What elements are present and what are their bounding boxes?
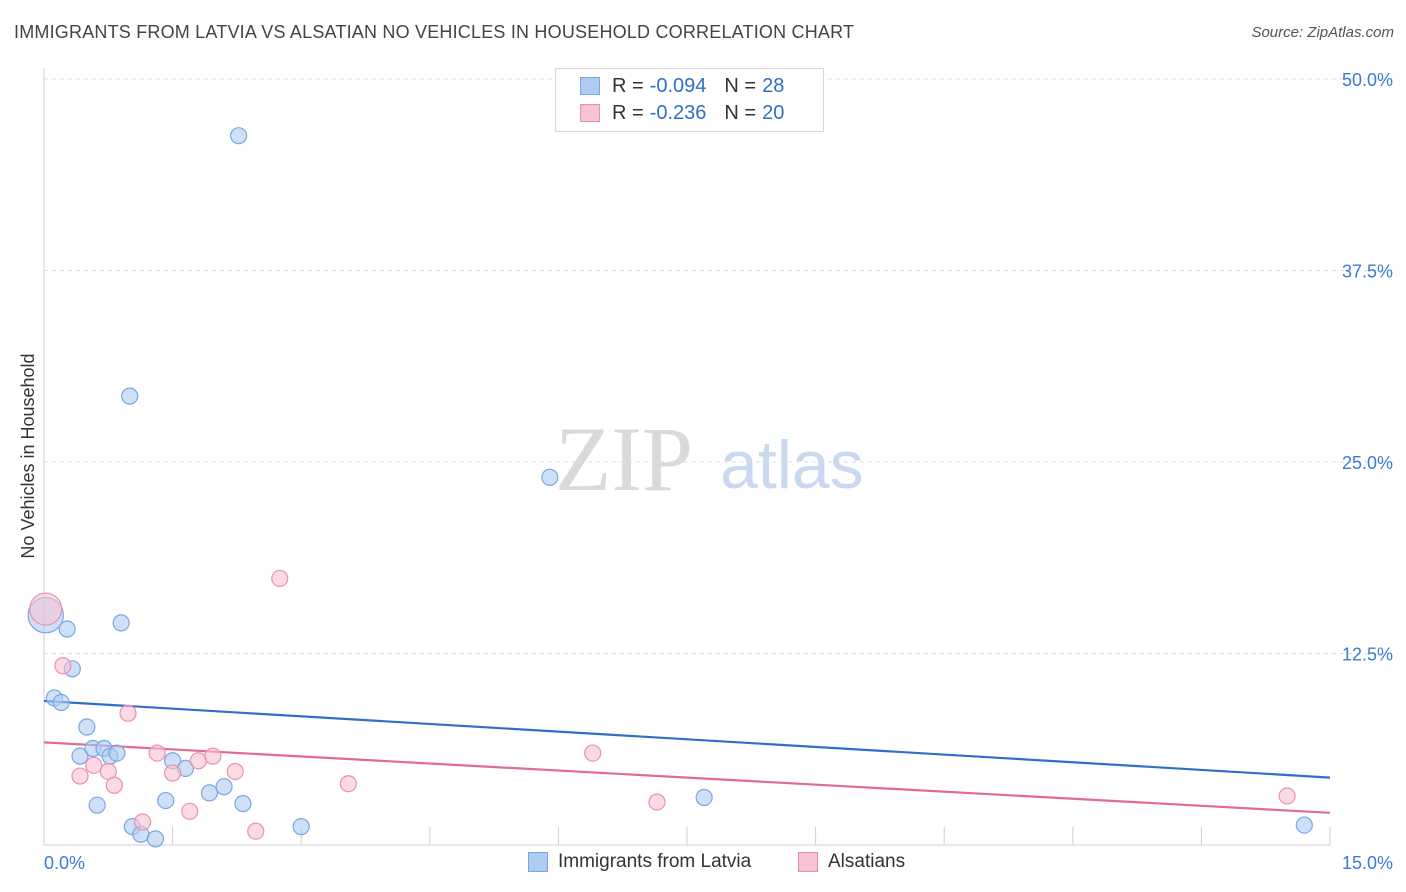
alsatian-point bbox=[181, 802, 199, 820]
latvia-point bbox=[78, 718, 96, 736]
latvia-point bbox=[292, 818, 310, 836]
alsatian-point bbox=[29, 592, 63, 626]
data-points bbox=[27, 127, 1313, 848]
alsatian-point bbox=[584, 744, 602, 762]
legend-swatch-pink bbox=[580, 104, 600, 122]
alsatian-point bbox=[339, 775, 357, 793]
alsatian-point bbox=[105, 776, 123, 794]
x-tick-label: 0.0% bbox=[44, 853, 85, 873]
legend-n-value: 28 bbox=[762, 74, 785, 97]
alsatian-point bbox=[148, 744, 166, 762]
latvia-point bbox=[88, 796, 106, 814]
alsatian-point bbox=[133, 813, 152, 831]
legend-n-label: N = bbox=[724, 74, 757, 97]
latvia-point bbox=[58, 620, 76, 638]
latvia-trend-line bbox=[43, 699, 1331, 779]
alsatian-point bbox=[1278, 787, 1296, 805]
latvia-point bbox=[1295, 816, 1313, 834]
latvia-point bbox=[157, 791, 175, 810]
legend-r-value: -0.236 bbox=[649, 101, 707, 124]
latvia-point bbox=[230, 127, 248, 145]
latvia-point bbox=[121, 387, 139, 405]
watermark-zip: ZIP bbox=[555, 408, 693, 510]
latvia-point bbox=[215, 778, 233, 796]
series-legend: Immigrants from Latvia Alsatians bbox=[0, 851, 1406, 879]
alsatian-point bbox=[189, 752, 207, 770]
chart-title: IMMIGRANTS FROM LATVIA VS ALSATIAN NO VE… bbox=[14, 22, 855, 42]
legend-label-latvia: Immigrants from Latvia bbox=[558, 851, 752, 872]
alsatian-point bbox=[71, 767, 89, 785]
alsatian-point bbox=[271, 569, 289, 588]
legend-swatch-blue bbox=[528, 852, 548, 872]
y-tick-label: 25.0% bbox=[1342, 453, 1393, 473]
legend-item-alsatians: Alsatians bbox=[798, 851, 905, 873]
alsatian-point bbox=[54, 657, 72, 675]
alsatian-point bbox=[247, 822, 265, 840]
stats-legend: R = -0.094 N = 28 R = -0.236 N = 20 bbox=[555, 68, 824, 132]
x-tick-label: 15.0% bbox=[1342, 853, 1393, 873]
legend-row-latvia: R = -0.094 N = 28 bbox=[580, 73, 784, 99]
legend-r-label: R = bbox=[612, 74, 644, 97]
latvia-point bbox=[695, 788, 713, 807]
alsatian-point bbox=[226, 762, 244, 781]
legend-row-alsatians: R = -0.236 N = 20 bbox=[580, 100, 784, 126]
legend-r-label: R = bbox=[612, 101, 644, 124]
latvia-point bbox=[146, 830, 165, 848]
legend-n-label: N = bbox=[724, 101, 757, 124]
latvia-point bbox=[112, 614, 130, 632]
alsatian-point bbox=[204, 747, 222, 765]
trend-lines bbox=[43, 699, 1331, 814]
y-tick-label: 12.5% bbox=[1342, 645, 1393, 665]
alsatian-point bbox=[85, 756, 103, 774]
y-axis-label: No Vehicles in Household bbox=[18, 353, 38, 558]
legend-n-value: 20 bbox=[762, 101, 785, 124]
source-credit: Source: ZipAtlas.com bbox=[1251, 24, 1394, 41]
latvia-point bbox=[108, 744, 126, 762]
legend-r-value: -0.094 bbox=[649, 74, 707, 97]
legend-swatch-blue bbox=[580, 77, 600, 95]
watermark-atlas: atlas bbox=[720, 427, 864, 503]
y-tick-label: 37.5% bbox=[1342, 262, 1393, 282]
latvia-point bbox=[52, 693, 70, 712]
alsatian-trend-line bbox=[43, 741, 1331, 814]
alsatian-point bbox=[119, 704, 137, 722]
latvia-point bbox=[71, 747, 89, 765]
tick-labels: 12.5% 25.0% 37.5% 50.0% 0.0% 15.0% bbox=[44, 70, 1393, 873]
legend-label-alsatians: Alsatians bbox=[828, 851, 906, 872]
legend-item-latvia: Immigrants from Latvia bbox=[528, 851, 751, 873]
grid-lines bbox=[44, 78, 1392, 654]
legend-swatch-pink bbox=[798, 852, 818, 872]
latvia-point bbox=[200, 784, 219, 802]
y-tick-label: 50.0% bbox=[1342, 70, 1393, 90]
alsatian-point bbox=[164, 764, 182, 782]
latvia-point bbox=[541, 468, 559, 486]
alsatian-point bbox=[648, 793, 666, 811]
latvia-point bbox=[234, 795, 252, 813]
